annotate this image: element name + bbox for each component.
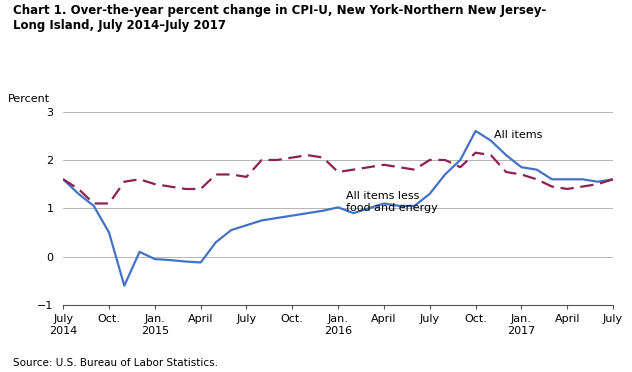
Text: All items less
food and energy: All items less food and energy (346, 191, 437, 213)
Text: Source: U.S. Bureau of Labor Statistics.: Source: U.S. Bureau of Labor Statistics. (13, 358, 217, 368)
Text: Percent: Percent (8, 94, 51, 104)
Text: Chart 1. Over-the-year percent change in CPI-U, New York-Northern New Jersey-
Lo: Chart 1. Over-the-year percent change in… (13, 4, 546, 32)
Text: All items: All items (494, 130, 542, 140)
